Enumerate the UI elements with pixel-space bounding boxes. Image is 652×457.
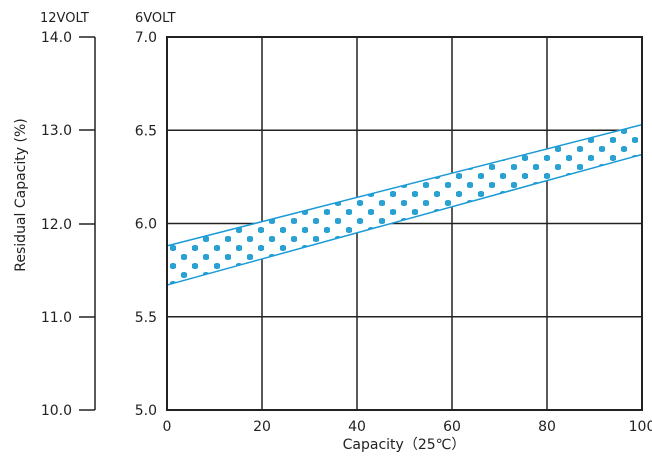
left-tick-label: 12.0 (41, 217, 72, 233)
x-tick-label: 100 (629, 419, 652, 435)
left-axis-unit: 12VOLT (40, 11, 89, 26)
left-tick-label: 14.0 (41, 30, 72, 46)
x-tick-label: 40 (348, 419, 366, 435)
left-axis: 12VOLT 14.0 13.0 12.0 11.0 10.0 Residual… (13, 11, 96, 419)
y-ticks-6v: 5.0 5.5 6.0 6.5 7.0 (135, 30, 157, 419)
x-axis-title: Capacity（25℃） (343, 437, 466, 453)
left-tick-label: 10.0 (41, 403, 72, 419)
grid (166, 36, 643, 411)
x-tick-label: 0 (163, 419, 172, 435)
y-axis-title: Residual Capacity (%) (13, 118, 29, 271)
x-tick-label: 80 (538, 419, 556, 435)
y-tick-label: 7.0 (135, 30, 157, 46)
y-tick-label: 6.5 (135, 123, 157, 139)
y-tick-label: 5.5 (135, 310, 157, 326)
y-tick-label: 5.0 (135, 403, 157, 419)
plot-area: 5.0 5.5 6.0 6.5 7.0 0 20 40 60 80 100 (135, 30, 652, 435)
right-axis-unit: 6VOLT (135, 11, 176, 26)
residual-capacity-band (166, 123, 643, 287)
x-tick-label: 20 (253, 419, 271, 435)
x-tick-label: 60 (443, 419, 461, 435)
left-tick-label: 11.0 (41, 310, 72, 326)
y-tick-label: 6.0 (135, 217, 157, 233)
plot-frame (166, 36, 643, 411)
x-ticks: 0 20 40 60 80 100 (163, 419, 652, 435)
left-tick-label: 13.0 (41, 123, 72, 139)
